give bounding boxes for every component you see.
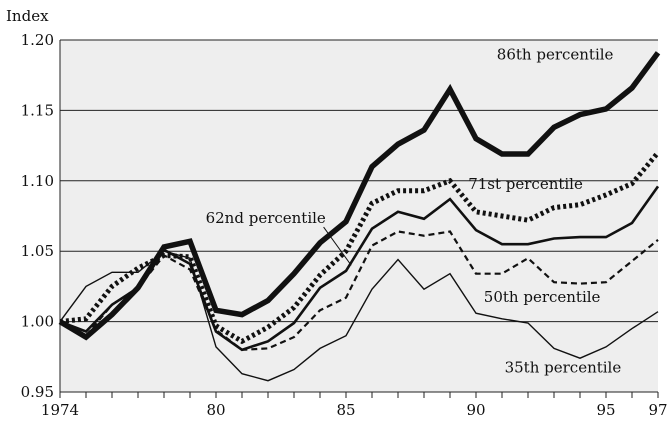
x-tick-label: 85 [336, 401, 355, 419]
series-line-50th [59, 230, 659, 351]
y-tick-label: 1.05 [21, 242, 54, 260]
series-label-leader [323, 226, 352, 266]
x-tick-label: 80 [206, 401, 225, 419]
series-line-62nd [59, 185, 660, 352]
y-tick-label: 1.00 [21, 313, 54, 331]
y-tick-label: 1.10 [21, 172, 54, 190]
series-labels: 86th percentile 71st percentile 62nd perce… [206, 46, 622, 377]
x-tick-label: 1974 [41, 401, 79, 419]
axes: 0.95 1.00 1.05 1.10 1.15 1.20 1974 80 85 90 95 97 [21, 31, 667, 419]
series-label-71st: 71st percentile [468, 175, 583, 193]
series-line-86th [58, 51, 661, 341]
y-tick-label: 0.95 [21, 383, 54, 401]
series-label-35th: 35th percentile [505, 358, 622, 376]
series-label-62nd: 62nd percentile [206, 209, 326, 227]
y-tick-label: 1.15 [21, 101, 54, 119]
y-axis-title: Index [6, 7, 49, 25]
x-tick-label: 90 [466, 401, 485, 419]
series-label-86th: 86th percentile [497, 46, 614, 64]
x-tick-label: 97 [648, 401, 667, 419]
series-line-71st [59, 150, 660, 345]
x-tick-label: 95 [596, 401, 615, 419]
series-layer [58, 51, 661, 382]
y-tick-label: 1.20 [21, 31, 54, 49]
series-line-35th [59, 250, 659, 382]
plot-area [60, 40, 658, 392]
series-label-50th: 50th percentile [484, 288, 601, 306]
